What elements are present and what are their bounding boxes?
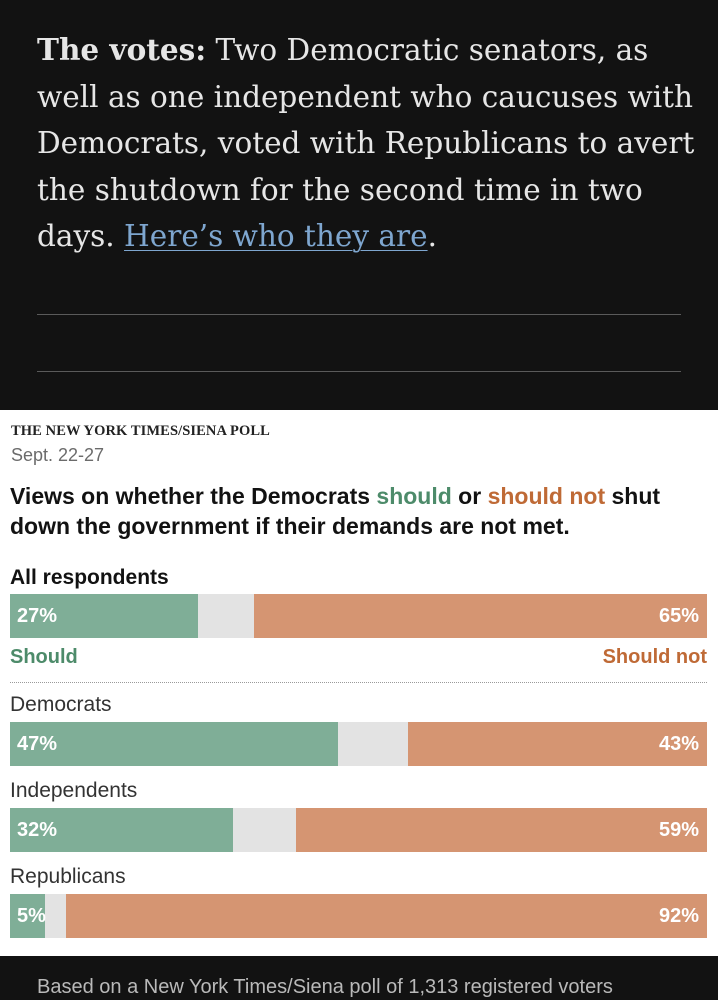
bar-segment-should xyxy=(10,808,233,852)
title-mid: or xyxy=(451,483,488,509)
value-should-not: 59% xyxy=(658,819,699,841)
bar-segment-should-not xyxy=(408,722,707,766)
bar-segment-unsure xyxy=(198,594,254,638)
bar-republicans: 5% 92% xyxy=(10,894,707,938)
chart-date: Sept. 22-27 xyxy=(11,445,105,465)
title-should-not: should not xyxy=(487,483,606,509)
group-label-independents: Independents xyxy=(10,779,138,802)
chart-title: Views on whether the Democrats should or… xyxy=(10,481,710,541)
group-label-all: All respondents xyxy=(10,566,169,589)
bar-segment-should xyxy=(10,594,198,638)
trailing-period: . xyxy=(427,219,437,253)
title-should: should xyxy=(376,483,452,509)
article-paragraph: The votes: Two Democratic senators, as w… xyxy=(37,27,697,260)
lead-bold: The votes: xyxy=(37,32,207,67)
bar-democrats: 47% 43% xyxy=(10,722,707,766)
dotted-divider xyxy=(10,682,707,683)
chart-source: THE NEW YORK TIMES/SIENA POLL xyxy=(11,423,270,439)
article-section: The votes: Two Democratic senators, as w… xyxy=(0,0,718,410)
bar-all: 27% 65% xyxy=(10,594,707,638)
divider-1 xyxy=(37,314,681,315)
value-should: 47% xyxy=(17,733,58,755)
value-should: 5% xyxy=(17,905,46,927)
value-should: 32% xyxy=(17,819,58,841)
poll-chart: THE NEW YORK TIMES/SIENA POLL Sept. 22-2… xyxy=(0,410,718,956)
bar-segment-should xyxy=(10,722,338,766)
bar-segment-unsure xyxy=(233,808,296,852)
group-label-republicans: Republicans xyxy=(10,865,126,888)
bar-independents: 32% 59% xyxy=(10,808,707,852)
title-pre: Views on whether the Democrats xyxy=(10,483,377,509)
bar-segment-unsure xyxy=(338,722,408,766)
divider-2 xyxy=(37,371,681,372)
group-label-democrats: Democrats xyxy=(10,693,112,716)
bar-segment-should-not xyxy=(296,808,707,852)
bar-segment-unsure xyxy=(45,894,66,938)
value-should: 27% xyxy=(17,605,58,627)
footnote: Based on a New York Times/Siena poll of … xyxy=(37,976,613,998)
bar-segment-should-not xyxy=(66,894,707,938)
value-should-not: 65% xyxy=(658,605,699,627)
legend-should: Should xyxy=(10,646,78,668)
legend-should-not: Should not xyxy=(602,646,707,668)
bar-segment-should xyxy=(10,894,45,938)
value-should-not: 92% xyxy=(658,905,699,927)
title-post: shut down the government if their demand… xyxy=(10,483,661,539)
value-should-not: 43% xyxy=(658,733,699,755)
who-they-are-link[interactable]: Here’s who they are xyxy=(124,219,428,253)
bar-segment-should-not xyxy=(254,594,707,638)
lead-text: Two Democratic senators, as well as one … xyxy=(37,33,695,253)
